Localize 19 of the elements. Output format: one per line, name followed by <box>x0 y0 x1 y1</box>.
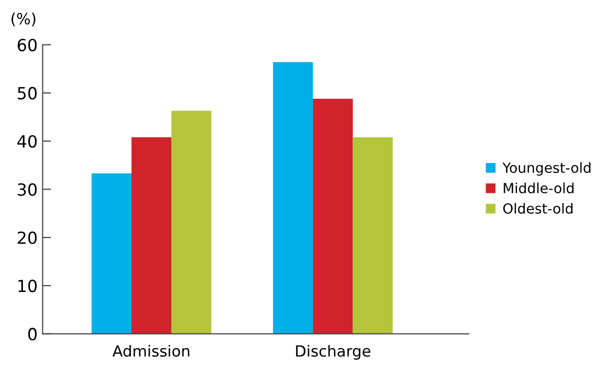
legend-label: Oldest-old <box>503 202 572 214</box>
y-tick-label: 0 <box>28 328 37 340</box>
bar <box>312 98 353 334</box>
y-tick-label: 40 <box>17 135 37 148</box>
y-axis-title: (%) <box>12 12 36 26</box>
x-tick-label: Discharge <box>296 344 370 360</box>
legend-label: Middle-old <box>504 182 574 194</box>
y-tick-label: 20 <box>18 231 37 244</box>
y-tick-label: 50 <box>18 86 37 100</box>
legend-label: Youngest-old <box>502 162 590 176</box>
bar <box>273 62 313 334</box>
y-tick-label: 60 <box>18 38 37 52</box>
bar <box>171 110 212 334</box>
bar <box>352 137 393 334</box>
bar <box>92 173 132 334</box>
y-tick-label: 10 <box>18 280 37 292</box>
y-tick-label: 30 <box>18 183 37 196</box>
bar <box>132 137 172 334</box>
x-tick-label: Admission <box>112 344 190 357</box>
